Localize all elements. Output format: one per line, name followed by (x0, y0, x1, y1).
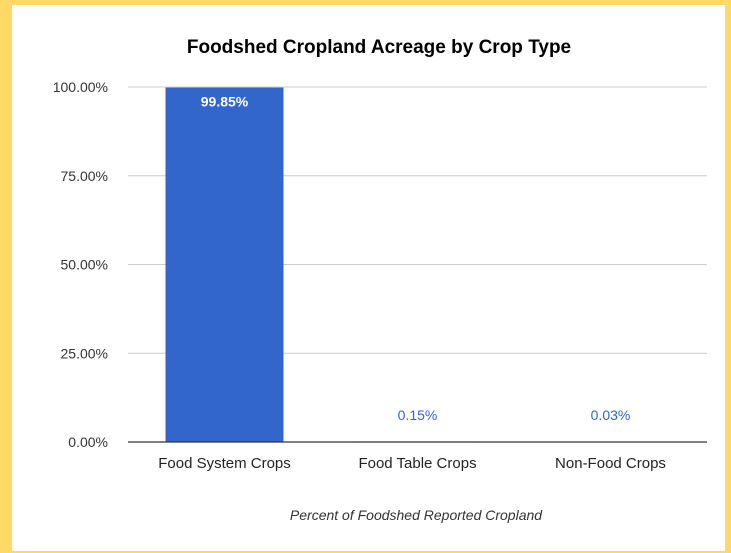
y-axis-ticks: 0.00% 25.00% 50.00% 75.00% 100.00% (53, 79, 108, 450)
y-tick-label: 50.00% (61, 257, 108, 273)
y-tick-label: 0.00% (68, 434, 108, 450)
x-axis-label: Percent of Foodshed Reported Cropland (290, 507, 543, 523)
y-tick-label: 75.00% (61, 168, 108, 184)
y-tick-label: 25.00% (61, 345, 108, 361)
y-tick-label: 100.00% (53, 79, 108, 95)
bar-chart: Foodshed Cropland Acreage by Crop Type 0… (53, 37, 707, 523)
bar (165, 87, 284, 442)
data-label: 0.15% (398, 407, 438, 423)
x-axis-ticks: Food System Crops Food Table Crops Non-Foo… (158, 455, 666, 472)
data-label: 0.03% (591, 407, 631, 423)
data-labels: 99.85% 0.15% 0.03% (201, 94, 631, 423)
chart-title: Foodshed Cropland Acreage by Crop Type (187, 37, 571, 58)
data-label: 99.85% (201, 94, 249, 110)
bars (165, 87, 670, 443)
x-tick-label: Food Table Crops (358, 455, 476, 472)
x-tick-label: Food System Crops (158, 455, 291, 472)
x-tick-label: Non-Food Crops (555, 455, 666, 472)
chart-panel: Foodshed Cropland Acreage by Crop Type 0… (12, 5, 725, 551)
